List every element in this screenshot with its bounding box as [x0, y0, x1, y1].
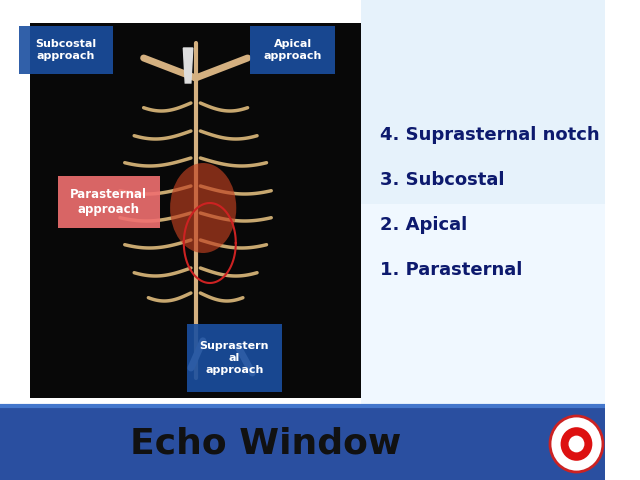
Circle shape [568, 436, 584, 452]
FancyBboxPatch shape [187, 324, 282, 392]
Ellipse shape [170, 163, 236, 253]
Text: 4. Suprasternal notch: 4. Suprasternal notch [380, 126, 600, 144]
FancyBboxPatch shape [0, 408, 605, 480]
FancyBboxPatch shape [361, 0, 605, 408]
Text: Suprastern
al
approach: Suprastern al approach [200, 341, 269, 374]
Text: ❤: ❤ [571, 437, 582, 451]
Text: Apical
approach: Apical approach [264, 39, 322, 61]
FancyBboxPatch shape [361, 0, 605, 204]
FancyBboxPatch shape [19, 26, 113, 74]
Circle shape [561, 427, 593, 461]
FancyBboxPatch shape [58, 176, 160, 228]
Text: Echo Window: Echo Window [131, 427, 402, 461]
FancyBboxPatch shape [250, 26, 335, 74]
FancyBboxPatch shape [30, 23, 361, 398]
Text: 3. Subcostal: 3. Subcostal [380, 171, 504, 189]
Text: Subcostal
approach: Subcostal approach [36, 39, 97, 61]
Text: Parasternal
approach: Parasternal approach [70, 188, 147, 216]
Polygon shape [183, 48, 193, 83]
Text: 2. Apical: 2. Apical [380, 216, 467, 234]
Text: 1. Parasternal: 1. Parasternal [380, 261, 522, 279]
Circle shape [550, 416, 603, 472]
